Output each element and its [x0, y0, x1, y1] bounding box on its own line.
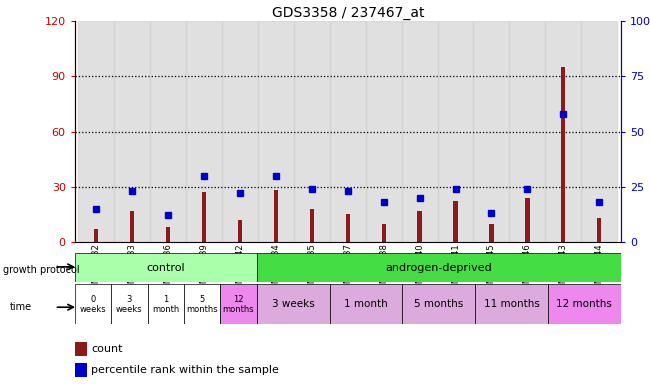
Text: 11 months: 11 months	[484, 299, 540, 310]
Text: growth protocol: growth protocol	[3, 265, 80, 275]
Bar	[475, 284, 548, 324]
Text: 3 weeks: 3 weeks	[272, 299, 315, 310]
Text: androgen-deprived: androgen-deprived	[385, 263, 492, 273]
Bar	[402, 21, 437, 242]
Text: control: control	[146, 263, 185, 273]
Bar	[294, 21, 330, 242]
Bar	[330, 21, 366, 242]
Bar	[202, 192, 206, 242]
Text: time: time	[10, 302, 32, 312]
Bar	[75, 284, 111, 324]
Bar	[257, 253, 621, 282]
Bar	[382, 223, 386, 242]
Bar	[525, 198, 530, 242]
Title: GDS3358 / 237467_at: GDS3358 / 237467_at	[272, 6, 424, 20]
Bar	[75, 363, 86, 377]
Text: 1
month: 1 month	[152, 295, 179, 314]
Bar	[238, 220, 242, 242]
Text: 12 months: 12 months	[556, 299, 612, 310]
Bar	[453, 202, 458, 242]
Text: 0
weeks: 0 weeks	[80, 295, 106, 314]
Text: 5 months: 5 months	[414, 299, 463, 310]
Bar	[79, 21, 114, 242]
Bar	[184, 284, 220, 324]
Bar	[437, 21, 473, 242]
Text: 5
months: 5 months	[187, 295, 218, 314]
Bar	[75, 342, 86, 356]
Bar	[94, 229, 98, 242]
Bar	[114, 21, 150, 242]
Text: percentile rank within the sample: percentile rank within the sample	[91, 365, 279, 375]
Bar	[597, 218, 601, 242]
Bar	[75, 253, 257, 282]
Bar	[150, 21, 186, 242]
Text: count: count	[91, 344, 123, 354]
Bar	[258, 21, 294, 242]
Bar	[581, 21, 617, 242]
Bar	[489, 223, 493, 242]
Bar	[222, 21, 258, 242]
Bar	[274, 190, 278, 242]
Bar	[545, 21, 581, 242]
Bar	[561, 67, 566, 242]
Bar	[257, 284, 330, 324]
Bar	[186, 21, 222, 242]
Bar	[473, 21, 510, 242]
Bar	[548, 284, 621, 324]
Bar	[510, 21, 545, 242]
Bar	[330, 284, 402, 324]
Text: 12
months: 12 months	[223, 295, 254, 314]
Bar	[130, 211, 135, 242]
Text: 3
weeks: 3 weeks	[116, 295, 142, 314]
Bar	[220, 284, 257, 324]
Bar	[402, 284, 475, 324]
Bar	[346, 214, 350, 242]
Text: 1 month: 1 month	[344, 299, 388, 310]
Bar	[309, 209, 314, 242]
Bar	[111, 284, 148, 324]
Bar	[417, 211, 422, 242]
Bar	[148, 284, 184, 324]
Bar	[366, 21, 402, 242]
Bar	[166, 227, 170, 242]
